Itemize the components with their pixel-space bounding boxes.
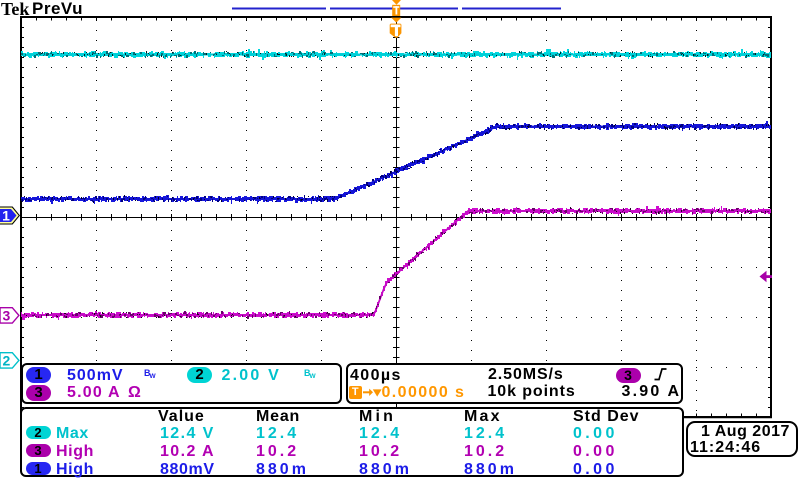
svg-text:3: 3 (3, 307, 11, 323)
svg-text:1: 1 (2, 208, 10, 224)
svg-text:2: 2 (3, 352, 11, 368)
